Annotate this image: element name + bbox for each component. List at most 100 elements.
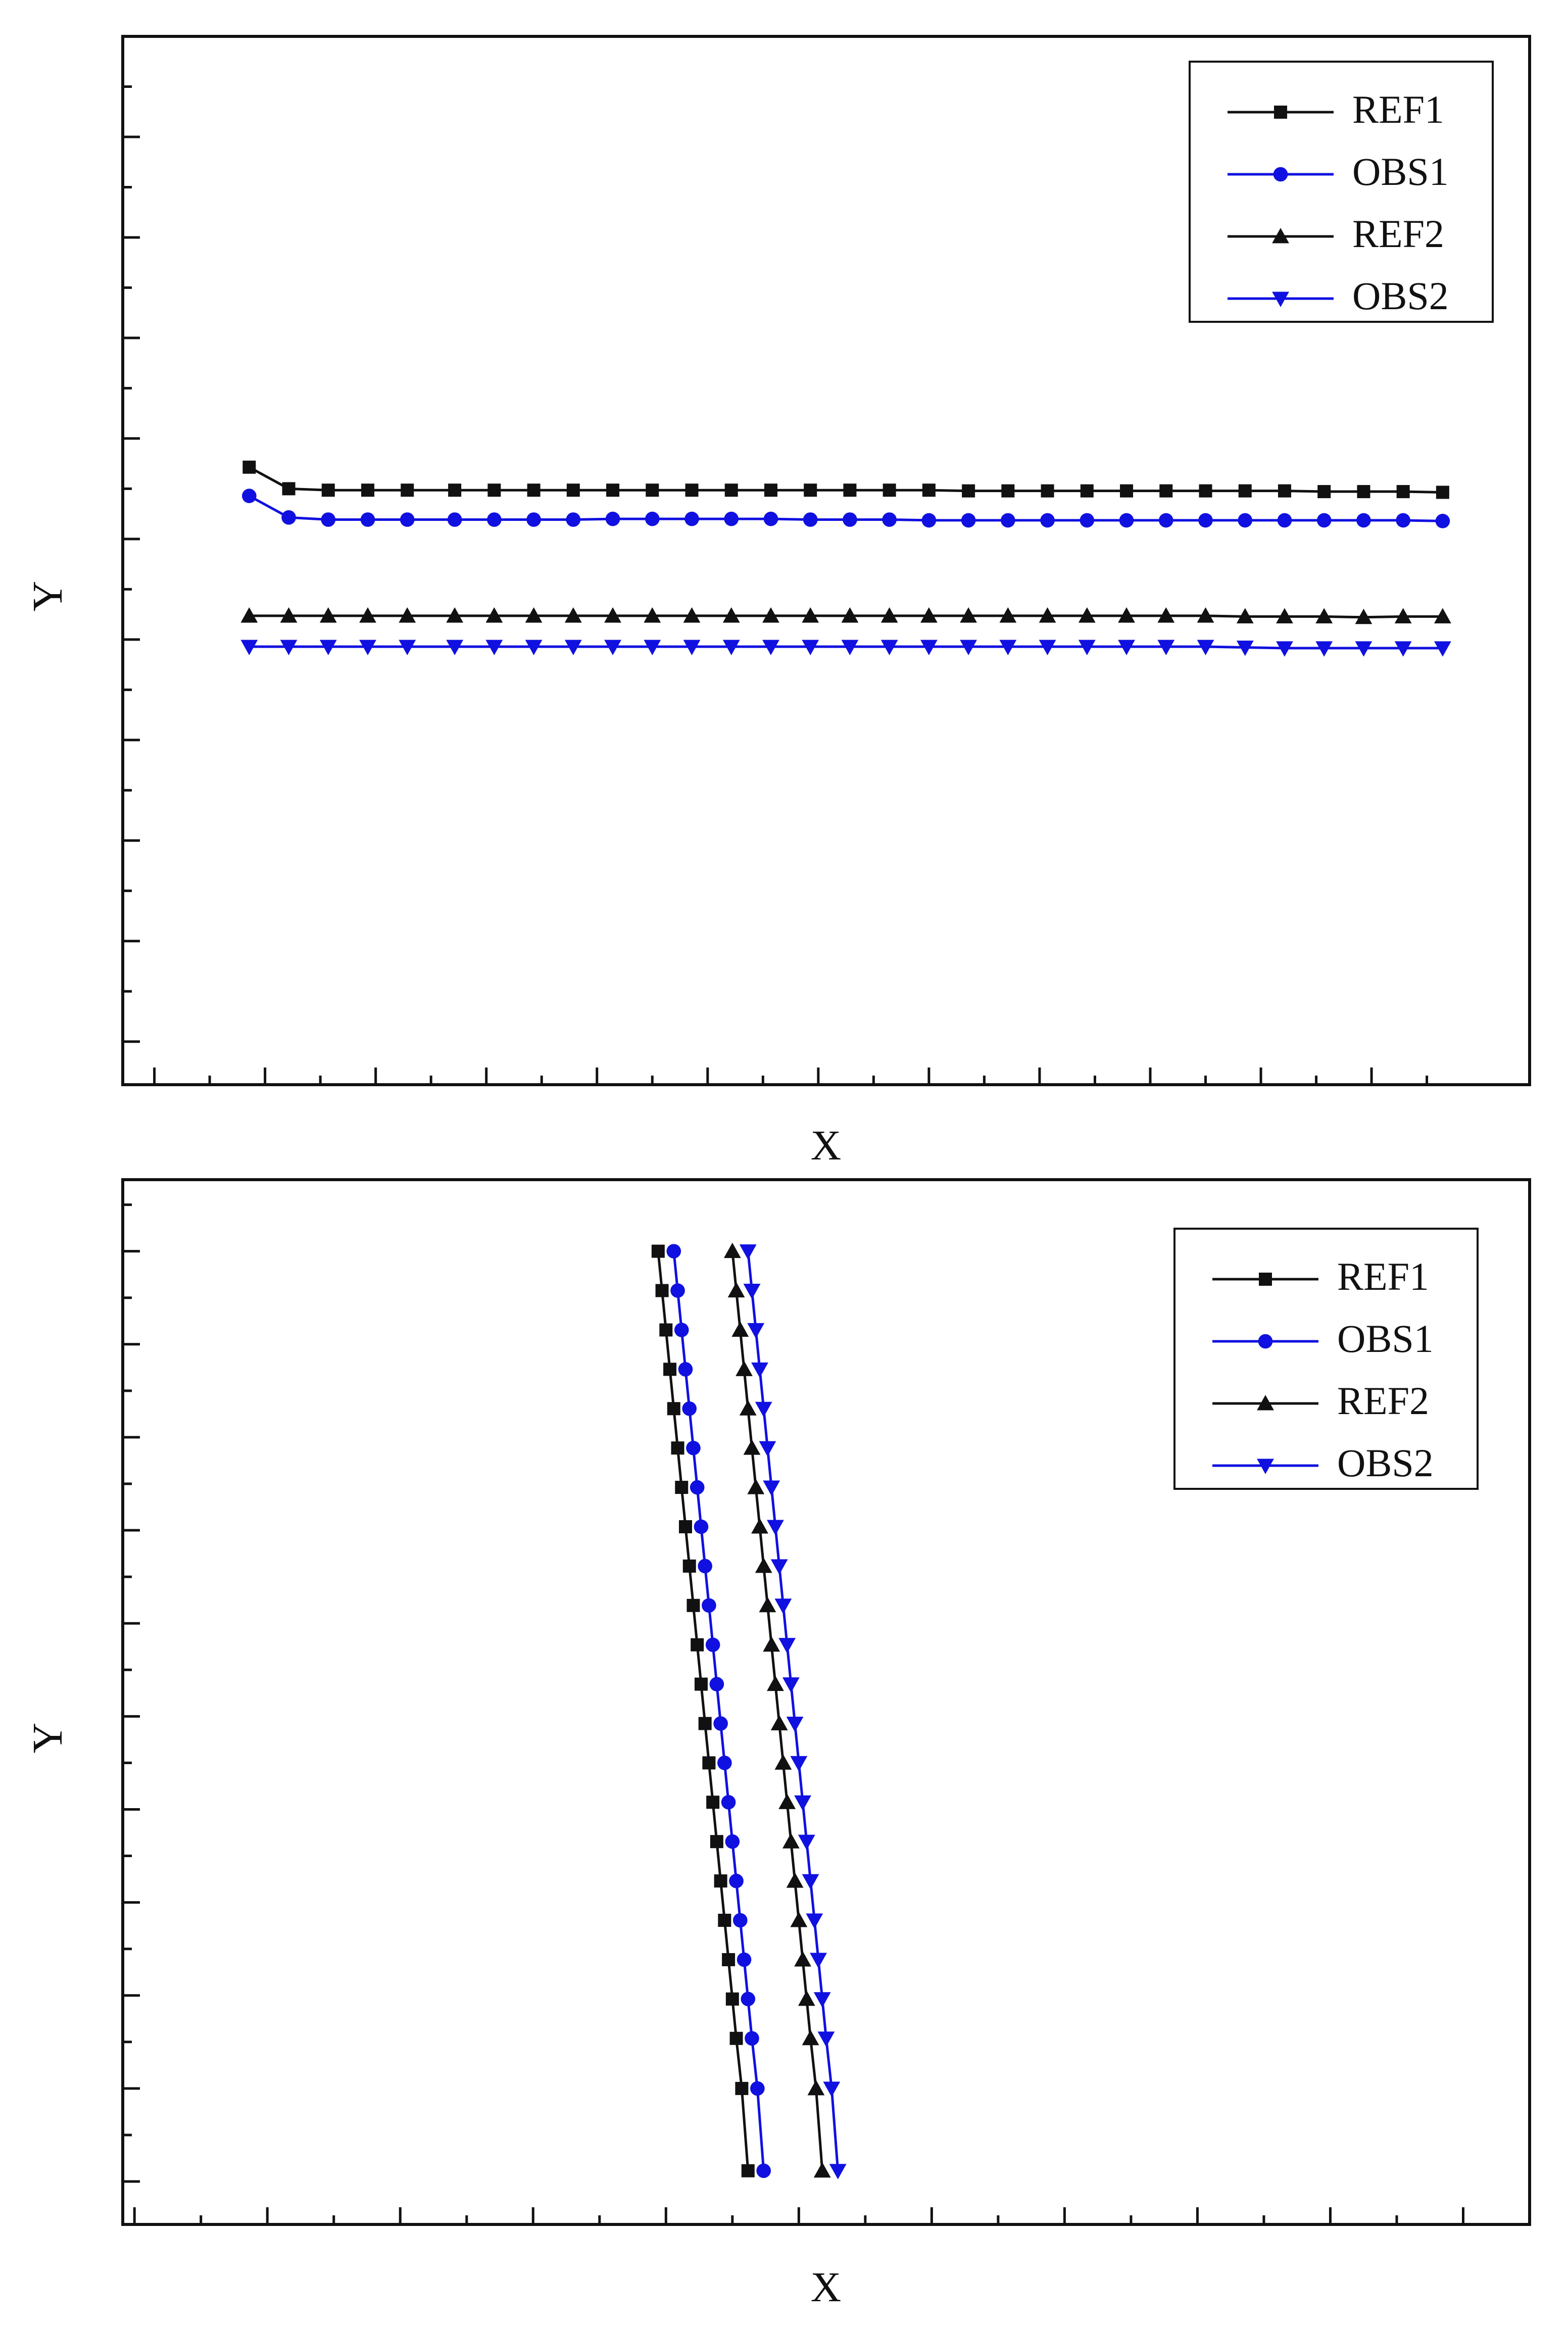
panel-top-legend-marker-obs1 xyxy=(1273,167,1288,182)
panel-bottom-point-obs1 xyxy=(745,2031,759,2046)
panel-bottom-point-obs1 xyxy=(729,1873,744,1888)
panel-bottom-point-ref1 xyxy=(691,1638,704,1652)
panel-top-point-obs1 xyxy=(882,512,897,527)
panel-top-point-ref2 xyxy=(1078,607,1096,623)
panel-bottom-point-obs1 xyxy=(670,1283,685,1298)
panel-top-point-obs2 xyxy=(399,640,416,655)
panel-bottom-legend: REF1 OBS1 REF2 OBS2 xyxy=(1173,1228,1479,1490)
panel-top-point-obs1 xyxy=(684,511,699,526)
panel-top-point-ref2 xyxy=(762,607,779,623)
panel-top-legend-marker-obs2 xyxy=(1272,292,1289,307)
panel-top-point-ref1 xyxy=(922,483,936,497)
panel-top-point-ref1 xyxy=(1120,484,1134,498)
panel-top-point-ref2 xyxy=(1236,608,1254,623)
panel-top-point-ref1 xyxy=(1278,484,1291,498)
panel-bottom-point-ref1 xyxy=(706,1796,720,1809)
panel-top-legend-label-ref1: REF1 xyxy=(1352,87,1444,131)
panel-top-point-obs2 xyxy=(1118,640,1135,655)
panel-bottom-point-ref1 xyxy=(663,1363,677,1376)
panel-bottom-point-ref2 xyxy=(774,1754,792,1770)
panel-top-point-obs1 xyxy=(242,489,257,503)
panel-top-point-obs1 xyxy=(1396,513,1410,528)
panel-top-point-obs2 xyxy=(1157,640,1175,655)
panel-bottom-point-ref2 xyxy=(767,1675,784,1691)
panel-bottom-point-ref1 xyxy=(725,1992,739,2006)
panel-top-point-ref2 xyxy=(319,607,337,623)
panel-bottom-point-ref2 xyxy=(747,1479,765,1494)
panel-bottom-point-obs1 xyxy=(666,1244,681,1258)
panel-bottom-point-ref1 xyxy=(675,1481,689,1494)
panel-top-point-ref1 xyxy=(361,483,375,497)
panel-top-point-obs1 xyxy=(447,512,462,527)
panel-top-point-ref2 xyxy=(1197,607,1214,623)
panel-top-point-obs1 xyxy=(803,512,818,527)
panel-bottom-plot-frame xyxy=(121,1178,1531,2226)
panel-top-point-obs2 xyxy=(485,640,503,655)
panel-top-point-ref2 xyxy=(920,607,938,623)
panel-top-legend: REF1 OBS1 REF2 OBS2 xyxy=(1189,61,1494,323)
panel-top-point-ref2 xyxy=(1315,608,1333,623)
panel-top-point-ref2 xyxy=(604,607,621,623)
panel-bottom-point-obs1 xyxy=(678,1362,693,1377)
panel-top-point-obs2 xyxy=(1315,641,1333,657)
panel-bottom-point-obs1 xyxy=(694,1519,709,1534)
panel-top-point-ref1 xyxy=(1357,485,1370,499)
panel-top-point-ref2 xyxy=(1276,608,1293,623)
panel-bottom-point-obs1 xyxy=(741,1992,756,2007)
panel-top-point-obs2 xyxy=(319,640,337,655)
panel-bottom-point-obs1 xyxy=(682,1401,697,1416)
panel-bottom-point-obs2 xyxy=(778,1638,796,1654)
panel-top-point-ref1 xyxy=(242,460,256,474)
panel-top-point-obs1 xyxy=(1316,513,1332,528)
panel-bottom-point-ref2 xyxy=(790,1912,808,1927)
panel-top-point-obs2 xyxy=(525,640,543,655)
panel-top-point-ref1 xyxy=(321,483,335,497)
panel-top-point-ref1 xyxy=(1436,486,1449,499)
panel-bottom-point-obs2 xyxy=(790,1756,808,1772)
panel-bottom-point-obs2 xyxy=(770,1559,788,1575)
panel-bottom-point-ref2 xyxy=(739,1400,757,1416)
panel-top-point-obs1 xyxy=(1001,513,1015,528)
panel-top-point-ref1 xyxy=(883,483,896,497)
panel-top-point-ref1 xyxy=(1080,484,1094,498)
panel-bottom-legend-label-obs2: OBS2 xyxy=(1337,1441,1434,1485)
panel-bottom-point-obs1 xyxy=(756,2163,771,2178)
panel-top-point-ref1 xyxy=(685,483,699,497)
panel-top-point-obs2 xyxy=(999,640,1017,655)
panel-top-point-ref1 xyxy=(962,484,975,498)
panel-top-point-obs2 xyxy=(359,640,376,655)
panel-top-point-ref1 xyxy=(1396,485,1410,499)
panel-bottom-legend-box xyxy=(1173,1228,1479,1490)
panel-bottom-point-obs2 xyxy=(829,2164,847,2179)
panel-bottom-legend-marker-ref1 xyxy=(1259,1273,1272,1286)
panel-top-point-ref1 xyxy=(527,483,541,497)
panel-top-point-ref1 xyxy=(448,483,462,497)
panel-bottom-point-ref2 xyxy=(727,1282,745,1298)
panel-bottom-point-ref2 xyxy=(751,1518,768,1534)
panel-top-point-obs2 xyxy=(1434,641,1451,657)
panel-bottom-point-ref1 xyxy=(655,1284,669,1297)
panel-top-point-ref1 xyxy=(1317,485,1331,499)
panel-top-point-obs1 xyxy=(281,510,296,525)
panel-bottom-point-obs1 xyxy=(721,1795,736,1810)
panel-top-point-obs2 xyxy=(880,640,898,655)
panel-bottom-point-obs1 xyxy=(733,1913,748,1928)
panel-bottom-point-ref1 xyxy=(722,1953,736,1966)
panel-top-point-obs2 xyxy=(841,640,859,655)
panel-bottom-point-ref1 xyxy=(729,2031,743,2045)
panel-bottom-point-ref1 xyxy=(671,1441,684,1455)
panel-top-point-ref2 xyxy=(564,607,582,623)
panel-bottom-point-obs2 xyxy=(767,1520,784,1535)
panel-top-point-obs1 xyxy=(360,512,375,527)
panel-bottom-point-obs2 xyxy=(755,1401,772,1418)
panel-top-point-ref1 xyxy=(487,483,501,497)
panel-bottom-point-obs2 xyxy=(743,1284,761,1299)
panel-top-point-ref2 xyxy=(525,607,543,623)
panel-bottom-point-obs1 xyxy=(717,1756,732,1770)
panel-top-point-ref1 xyxy=(1041,484,1054,498)
panel-top-point-obs1 xyxy=(400,512,415,527)
panel-top-point-obs2 xyxy=(762,640,779,655)
panel-top-point-ref2 xyxy=(1039,607,1056,623)
panel-bottom-point-ref2 xyxy=(794,1951,811,1967)
